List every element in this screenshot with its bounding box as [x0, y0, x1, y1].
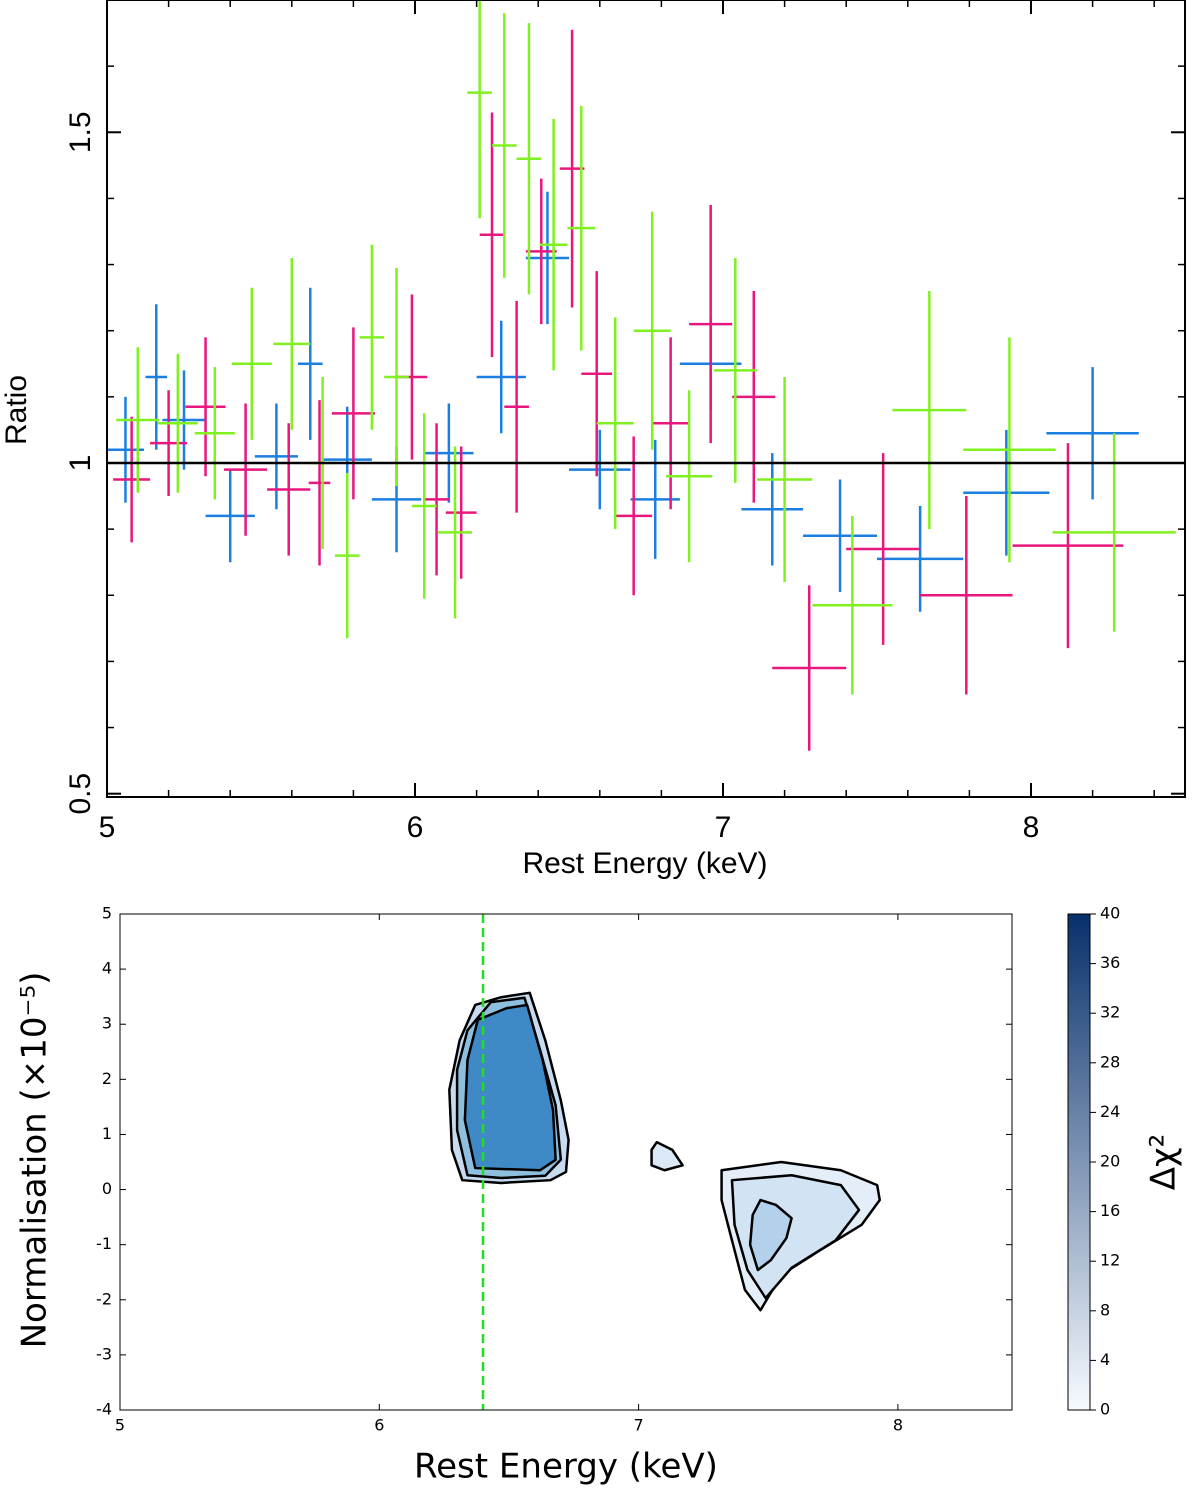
colorbar-tick-label: 16: [1100, 1201, 1120, 1220]
y-tick-label: 1.5: [64, 111, 97, 153]
y-tick-label: 1: [102, 1124, 112, 1143]
x-tick-label: 5: [115, 1416, 125, 1435]
x-axis-label: Rest Energy (keV): [522, 847, 767, 880]
bottom-plot-area: [448, 914, 882, 1410]
colorbar: [1067, 913, 1091, 1411]
x-tick-label: 8: [893, 1416, 903, 1435]
colorbar-tick-label: 0: [1100, 1400, 1110, 1419]
x-tick-label: 6: [407, 811, 424, 844]
contour: [650, 1140, 684, 1172]
y-tick-label: 3: [102, 1014, 112, 1033]
bottom-frame: [119, 913, 1013, 1411]
y-tick-label: -1: [96, 1234, 112, 1253]
colorbar-tick-label: 20: [1100, 1152, 1120, 1171]
x-axis-label: Rest Energy (keV): [414, 1447, 718, 1487]
colorbar-label: Δχ²: [1144, 1134, 1184, 1191]
colorbar-tick-label: 28: [1100, 1052, 1120, 1071]
y-tick-label: 1: [64, 455, 97, 472]
y-tick-label: 2: [102, 1069, 112, 1088]
contour: [748, 1198, 793, 1272]
y-tick-label: 0.5: [64, 773, 97, 815]
colorbar-tick-label: 40: [1100, 904, 1120, 923]
y-axis-label: Ratio: [0, 375, 33, 445]
y-tick-label: -2: [96, 1289, 112, 1308]
y-tick-label: -4: [96, 1400, 112, 1419]
x-tick-label: 6: [374, 1416, 384, 1435]
colorbar-tick-label: 12: [1100, 1251, 1120, 1270]
y-tick-label: -3: [96, 1344, 112, 1363]
x-tick-label: 5: [99, 811, 116, 844]
x-tick-label: 7: [634, 1416, 644, 1435]
y-tick-label: 4: [102, 959, 112, 978]
y-axis-label: Normalisation (×10⁻⁵): [15, 972, 55, 1349]
colorbar-tick-label: 24: [1100, 1102, 1120, 1121]
colorbar-tick-label: 4: [1100, 1350, 1110, 1369]
contour: [463, 1003, 557, 1172]
top-frame: [106, 0, 1186, 798]
colorbar-tick-label: 32: [1100, 1003, 1120, 1022]
x-tick-label: 7: [715, 811, 732, 844]
top-plot-area: [107, 0, 1185, 751]
y-tick-label: 5: [102, 904, 112, 923]
colorbar-tick-label: 36: [1100, 953, 1120, 972]
x-tick-label: 8: [1023, 811, 1040, 844]
colorbar-tick-label: 8: [1100, 1300, 1110, 1319]
y-tick-label: 0: [102, 1179, 112, 1198]
